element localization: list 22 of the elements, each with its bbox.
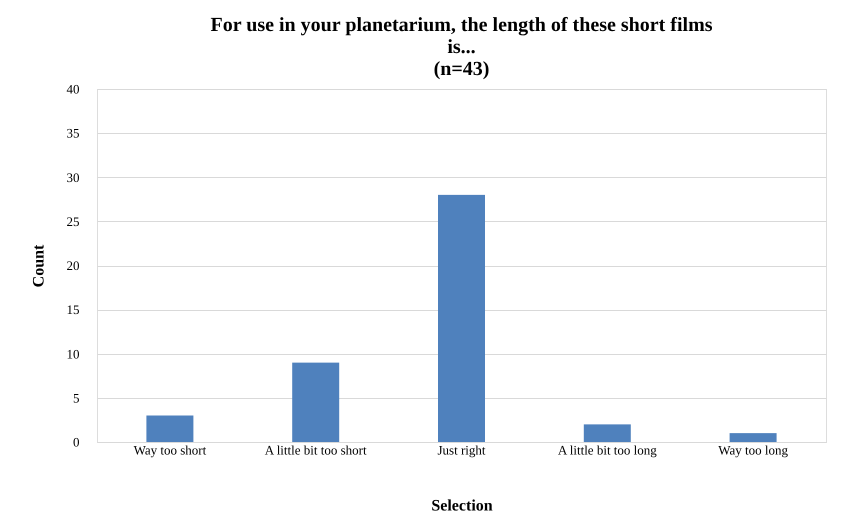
y-tick-label: 20 — [66, 258, 80, 273]
y-tick-label: 25 — [66, 214, 80, 229]
x-tick-label: A little bit too long — [558, 442, 658, 458]
x-tick-label: Way too long — [718, 442, 788, 458]
bar — [584, 424, 631, 442]
x-axis-title: Selection — [431, 498, 493, 514]
x-tick-label: Just right — [437, 442, 486, 458]
y-tick-label: 15 — [66, 302, 80, 318]
y-tick-label: 10 — [66, 346, 80, 362]
bar — [146, 416, 194, 442]
y-tick-label: 0 — [73, 434, 80, 450]
y-tick-label: 35 — [66, 126, 80, 141]
bar — [730, 433, 777, 442]
bar — [438, 194, 485, 442]
y-tick-label: 5 — [73, 390, 80, 406]
chart-title: For use in your planetarium, the length of these short films is... (n=43) — [210, 14, 713, 80]
y-tick-label: 40 — [66, 82, 80, 96]
y-tick-label: 30 — [66, 170, 80, 185]
bar — [292, 362, 340, 442]
x-tick-label: A little bit too short — [264, 442, 367, 458]
x-tick-label: Way too short — [134, 442, 207, 458]
y-axis-title: Count — [30, 244, 48, 288]
